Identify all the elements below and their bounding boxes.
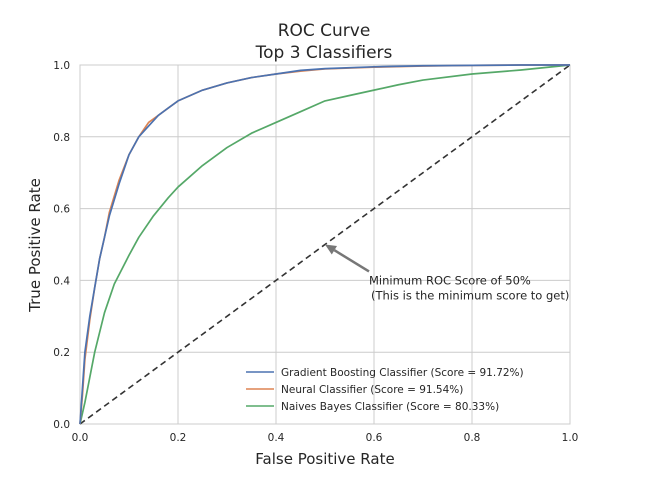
y-tick-labels: 0.0 0.2 0.4 0.6 0.8 1.0 xyxy=(53,60,70,431)
legend: Gradient Boosting Classifier (Score = 91… xyxy=(246,367,524,413)
annotation-arrow-head xyxy=(325,244,337,255)
legend-label-naive-bayes: Naives Bayes Classifier (Score = 80.33%) xyxy=(281,401,499,413)
series-line-0 xyxy=(79,64,570,425)
annotation-arrow xyxy=(333,249,370,273)
y-axis-label: True Positive Rate xyxy=(26,178,44,313)
y-tick-label: 0.8 xyxy=(53,132,70,144)
chart-subtitle: Top 3 Classifiers xyxy=(255,43,393,63)
annotation-line-2: (This is the minimum score to get) xyxy=(371,288,569,302)
x-tick-label: 0.0 xyxy=(72,432,89,444)
y-tick-label: 1.0 xyxy=(53,60,70,72)
y-tick-label: 0.0 xyxy=(53,419,70,431)
chart-title: ROC Curve xyxy=(278,21,371,41)
legend-label-gradient-boosting: Gradient Boosting Classifier (Score = 91… xyxy=(281,367,524,379)
y-tick-label: 0.6 xyxy=(53,204,70,216)
series-line-2 xyxy=(79,64,571,425)
x-tick-label: 0.4 xyxy=(268,432,285,444)
x-tick-label: 1.0 xyxy=(562,432,579,444)
annotation: Minimum ROC Score of 50% (This is the mi… xyxy=(325,244,569,302)
y-tick-label: 0.4 xyxy=(53,275,70,287)
x-tick-labels: 0.0 0.2 0.4 0.6 0.8 1.0 xyxy=(72,432,579,444)
x-axis-label: False Positive Rate xyxy=(255,450,394,468)
annotation-line-1: Minimum ROC Score of 50% xyxy=(369,273,531,287)
x-tick-label: 0.2 xyxy=(170,432,187,444)
legend-label-neural: Neural Classifier (Score = 91.54%) xyxy=(281,384,463,396)
x-tick-label: 0.6 xyxy=(366,432,383,444)
y-tick-label: 0.2 xyxy=(53,347,70,359)
x-tick-label: 0.8 xyxy=(464,432,481,444)
grid xyxy=(79,64,571,425)
